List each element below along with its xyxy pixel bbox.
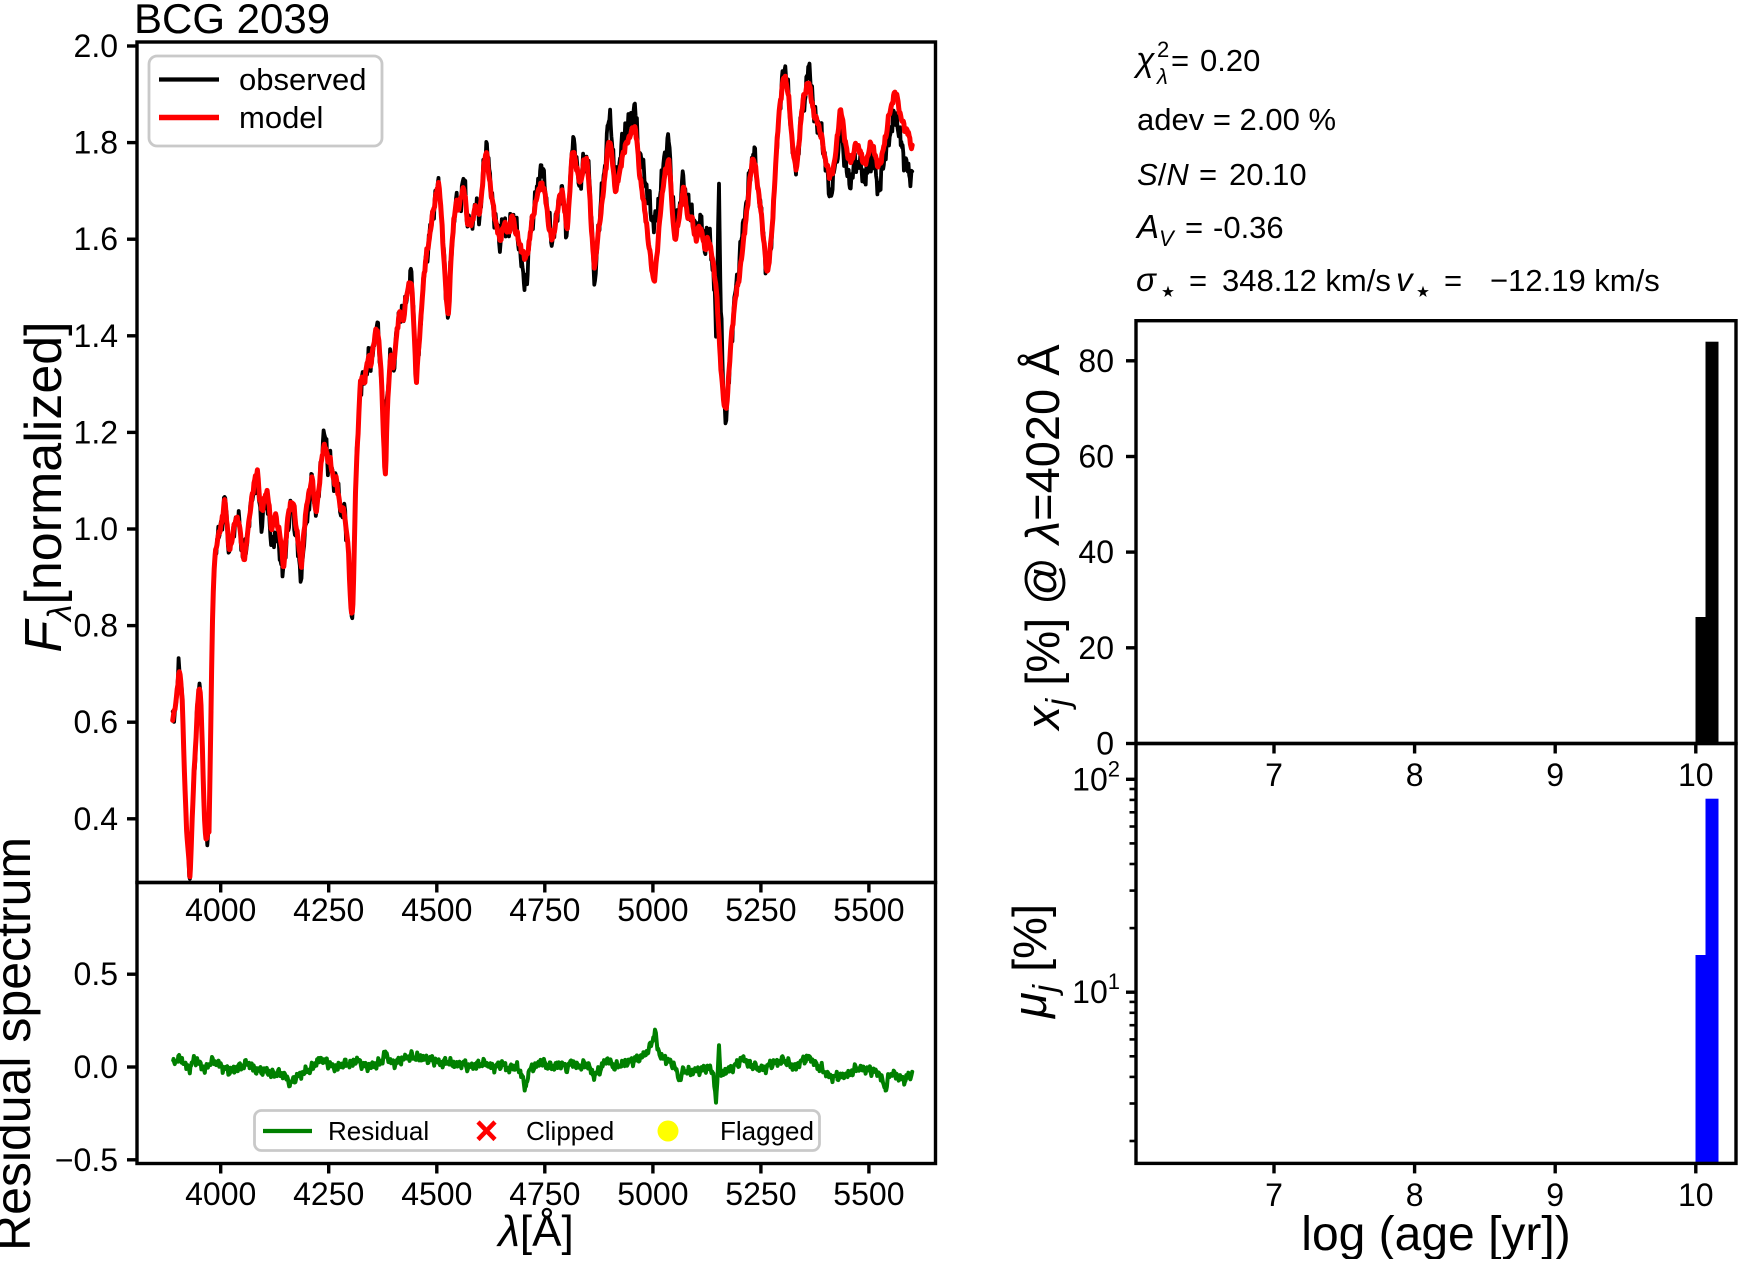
svg-text:S/N: S/N bbox=[1137, 157, 1189, 192]
svg-text:20: 20 bbox=[1078, 630, 1114, 666]
svg-text:log (age [yr]): log (age [yr]) bbox=[1301, 1208, 1570, 1259]
svg-text:1.2: 1.2 bbox=[74, 414, 118, 450]
svg-text:=: = bbox=[1171, 43, 1189, 78]
svg-text:7: 7 bbox=[1265, 757, 1283, 793]
svg-text:5000: 5000 bbox=[617, 892, 688, 928]
svg-text:σ: σ bbox=[1136, 261, 1157, 298]
svg-text:7: 7 bbox=[1265, 1177, 1283, 1213]
svg-text:4750: 4750 bbox=[509, 1176, 580, 1212]
svg-text:=: = bbox=[1444, 263, 1462, 298]
svg-text:5000: 5000 bbox=[617, 1176, 688, 1212]
svg-text:1.6: 1.6 bbox=[74, 221, 118, 257]
svg-text:0.6: 0.6 bbox=[74, 704, 118, 740]
svg-text:4500: 4500 bbox=[401, 892, 472, 928]
svg-text:0.20: 0.20 bbox=[1200, 43, 1260, 78]
svg-text:λ: λ bbox=[1156, 64, 1168, 89]
svg-text:1.4: 1.4 bbox=[74, 318, 118, 354]
svg-text:Clipped: Clipped bbox=[526, 1116, 614, 1146]
svg-text:2.0: 2.0 bbox=[74, 28, 118, 64]
svg-text:BCG 2039: BCG 2039 bbox=[134, 0, 330, 42]
svg-text:348.12 km/s: 348.12 km/s bbox=[1222, 263, 1391, 298]
svg-text:9: 9 bbox=[1546, 757, 1564, 793]
svg-text:8: 8 bbox=[1406, 757, 1424, 793]
svg-text:4000: 4000 bbox=[185, 892, 256, 928]
svg-text:4500: 4500 bbox=[401, 1176, 472, 1212]
svg-text:10: 10 bbox=[1678, 1177, 1714, 1213]
svg-text:observed: observed bbox=[239, 62, 367, 97]
svg-text:4250: 4250 bbox=[293, 1176, 364, 1212]
svg-text:80: 80 bbox=[1078, 343, 1114, 379]
svg-text:0.4: 0.4 bbox=[74, 801, 118, 837]
svg-text:=: = bbox=[1189, 263, 1207, 298]
svg-text:Flagged: Flagged bbox=[720, 1116, 814, 1146]
svg-text:4250: 4250 bbox=[293, 892, 364, 928]
svg-text:0.8: 0.8 bbox=[74, 608, 118, 644]
svg-text:5250: 5250 bbox=[725, 892, 796, 928]
svg-text:5250: 5250 bbox=[725, 1176, 796, 1212]
svg-text:xj [%] @ λ=4020 Å: xj [%] @ λ=4020 Å bbox=[1016, 344, 1076, 732]
svg-text:adev = 2.00 %: adev = 2.00 % bbox=[1137, 102, 1336, 137]
svg-text:−12.19 km/s: −12.19 km/s bbox=[1490, 263, 1660, 298]
svg-text:4000: 4000 bbox=[185, 1176, 256, 1212]
svg-text:μj [%]: μj [%] bbox=[1003, 904, 1063, 1019]
svg-text:χ: χ bbox=[1133, 41, 1156, 79]
svg-text:20.10: 20.10 bbox=[1229, 157, 1307, 192]
svg-text:102: 102 bbox=[1072, 756, 1120, 797]
svg-text:0.5: 0.5 bbox=[74, 956, 118, 992]
svg-text:60: 60 bbox=[1078, 439, 1114, 475]
svg-text:1.0: 1.0 bbox=[74, 511, 118, 547]
svg-text:2: 2 bbox=[1157, 37, 1169, 62]
svg-text:0.0: 0.0 bbox=[74, 1049, 118, 1085]
svg-text:Residual: Residual bbox=[328, 1116, 429, 1146]
svg-text:5500: 5500 bbox=[833, 892, 904, 928]
svg-text:V: V bbox=[1159, 226, 1176, 251]
svg-text:40: 40 bbox=[1078, 534, 1114, 570]
svg-text:Fλ[normalized]: Fλ[normalized] bbox=[15, 321, 78, 652]
svg-text:−0.5: −0.5 bbox=[55, 1142, 118, 1178]
svg-text:10: 10 bbox=[1678, 757, 1714, 793]
svg-text:5500: 5500 bbox=[833, 1176, 904, 1212]
svg-text:Residual spectrum: Residual spectrum bbox=[0, 837, 41, 1251]
svg-text:0: 0 bbox=[1096, 726, 1114, 762]
svg-text:A: A bbox=[1135, 208, 1159, 245]
svg-text:=: = bbox=[1185, 210, 1203, 245]
svg-text:4750: 4750 bbox=[509, 892, 580, 928]
svg-text:8: 8 bbox=[1406, 1177, 1424, 1213]
svg-text:v: v bbox=[1396, 261, 1415, 298]
svg-text:9: 9 bbox=[1546, 1177, 1564, 1213]
svg-text:model: model bbox=[239, 100, 323, 135]
svg-text:λ[Å]: λ[Å] bbox=[496, 1207, 573, 1256]
svg-text:-0.36: -0.36 bbox=[1213, 210, 1284, 245]
svg-text:1.8: 1.8 bbox=[74, 125, 118, 161]
svg-text:=: = bbox=[1199, 157, 1217, 192]
